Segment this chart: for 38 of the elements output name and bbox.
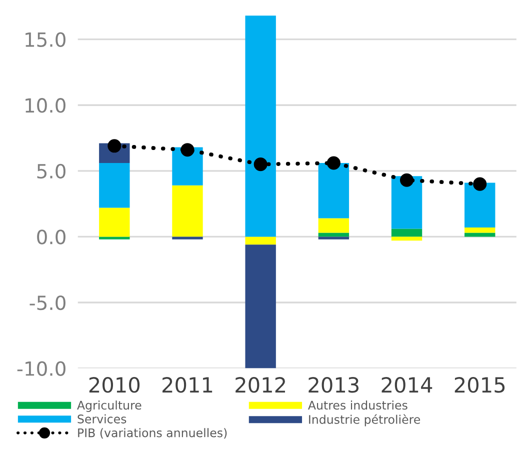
legend-label: Agriculture <box>77 400 142 412</box>
bar <box>464 227 496 233</box>
y-tick-label: 10.0 <box>26 98 66 113</box>
x-tick-label: 2010 <box>89 377 140 393</box>
point <box>326 156 340 170</box>
x-tick-label: 2015 <box>454 377 505 393</box>
y-tick-label: 15.0 <box>26 32 66 47</box>
x-tick-label: 2011 <box>162 377 212 393</box>
bar <box>245 236 276 245</box>
point <box>473 177 487 191</box>
point <box>254 158 268 172</box>
legend-label: Services <box>78 414 126 424</box>
bar <box>99 208 130 237</box>
bar <box>391 228 422 237</box>
point <box>180 143 194 157</box>
y-tick-label: 5.0 <box>37 164 66 179</box>
bar <box>391 236 422 241</box>
point <box>400 173 414 187</box>
y-tick-label: -10.0 <box>17 361 66 376</box>
legend-label: PIB (variations annuelles) <box>78 428 227 439</box>
bar <box>391 176 422 229</box>
y-tick-label: 0.0 <box>37 230 66 244</box>
x-tick-label: 2014 <box>382 377 432 393</box>
y-tick-label: -5.0 <box>30 295 66 310</box>
bar <box>245 244 276 368</box>
legend-label: Autres industries <box>308 400 408 410</box>
bar <box>99 236 130 240</box>
bar <box>318 236 350 240</box>
legend-label: Industrie pétrolière <box>309 414 420 426</box>
bar <box>464 182 496 228</box>
bar <box>318 218 350 233</box>
bar <box>172 185 203 237</box>
bar <box>318 163 350 218</box>
x-tick-label: 2013 <box>308 377 359 393</box>
bar <box>172 236 203 240</box>
bar <box>99 163 130 208</box>
bar <box>245 16 276 237</box>
x-tick-label: 2012 <box>236 377 286 393</box>
